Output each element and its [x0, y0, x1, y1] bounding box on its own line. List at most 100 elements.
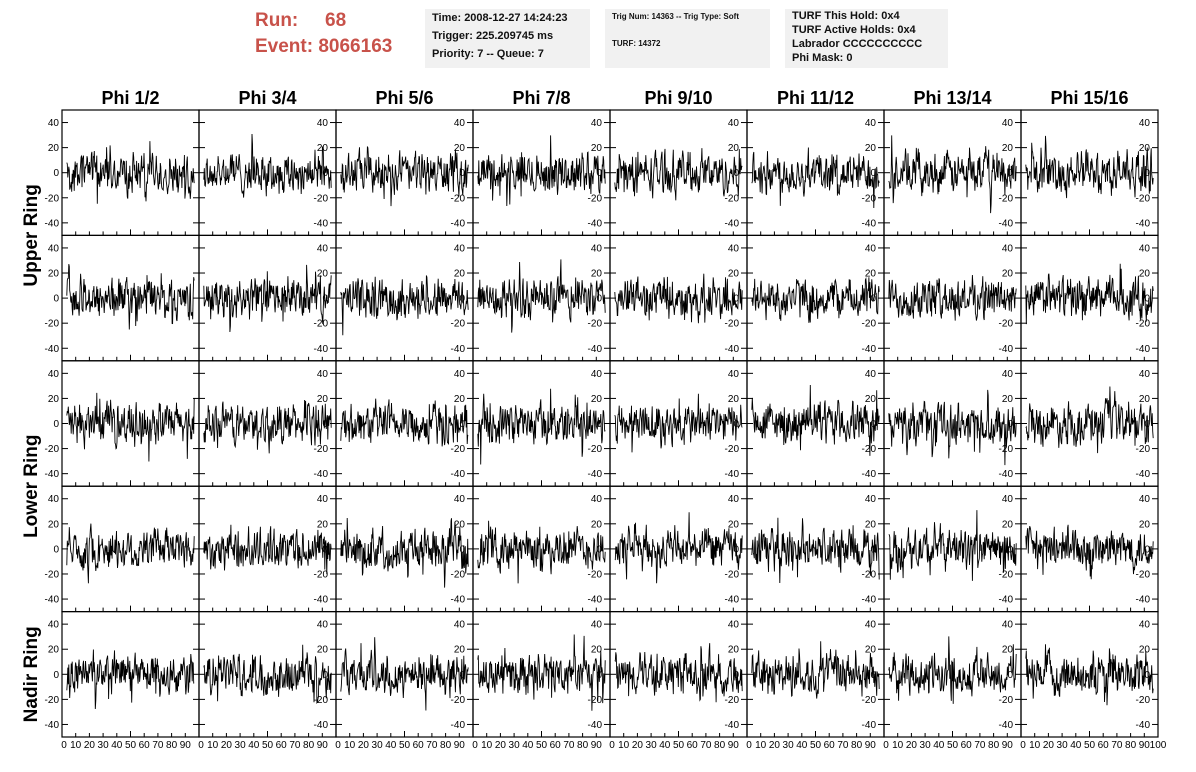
y-tick-label: 40 [865, 369, 877, 380]
x-tick-label: 30 [920, 740, 932, 751]
y-tick-label: 20 [591, 394, 603, 405]
y-tick-label: -20 [1136, 193, 1151, 204]
y-tick-label: 0 [596, 168, 602, 179]
waveform-trace [1025, 644, 1154, 706]
waveform-trace [614, 273, 743, 324]
x-tick-label: 40 [111, 740, 123, 751]
time-info-box: Time: 2008-12-27 14:24:23 Trigger: 225.2… [425, 9, 590, 68]
trig-num-text: Trig Num: 14363 -- Trig Type: Soft [612, 12, 739, 21]
y-tick-label: -20 [725, 319, 740, 330]
y-tick-label: 0 [1144, 294, 1150, 305]
y-tick-label: 40 [317, 369, 329, 380]
y-tick-label: 0 [870, 168, 876, 179]
y-tick-label: 40 [1139, 243, 1151, 254]
y-tick-label: -20 [451, 319, 466, 330]
y-tick-label: 0 [1007, 168, 1013, 179]
y-tick-label: 0 [322, 294, 328, 305]
y-tick-label: -20 [45, 444, 60, 455]
y-tick-label: 20 [1139, 645, 1151, 656]
x-tick-label: 60 [1098, 740, 1110, 751]
x-tick-label: 50 [810, 740, 822, 751]
waveform-trace [66, 141, 195, 204]
y-tick-label: -20 [725, 444, 740, 455]
y-tick-label: -40 [1136, 469, 1151, 480]
x-tick-label: 30 [235, 740, 247, 751]
y-tick-label: -40 [862, 344, 877, 355]
waveform-trace [66, 523, 195, 584]
x-tick-label: 70 [289, 740, 301, 751]
y-tick-label: 0 [53, 544, 59, 555]
trigger-info-box: Trig Num: 14363 -- Trig Type: Soft TURF:… [605, 9, 770, 68]
x-tick-label: 70 [974, 740, 986, 751]
y-tick-label: 40 [591, 369, 603, 380]
x-tick-label: 50 [536, 740, 548, 751]
column-title: Phi 7/8 [512, 88, 570, 108]
y-tick-label: -40 [45, 469, 60, 480]
phi-mask-text: Phi Mask: 0 [792, 52, 853, 64]
x-tick-label: 50 [262, 740, 274, 751]
x-tick-label: 40 [796, 740, 808, 751]
y-tick-label: 20 [728, 645, 740, 656]
waveform-trace [477, 634, 606, 711]
y-tick-label: 40 [1002, 118, 1014, 129]
y-tick-label: -20 [451, 569, 466, 580]
y-tick-label: -40 [45, 595, 60, 606]
y-tick-label: 0 [733, 294, 739, 305]
y-tick-label: -20 [314, 319, 329, 330]
x-tick-label: 90 [454, 740, 466, 751]
x-tick-label: 80 [851, 740, 863, 751]
y-tick-label: 20 [454, 269, 466, 280]
y-tick-label: -40 [451, 469, 466, 480]
waveform-trace [751, 384, 880, 456]
y-tick-label: -40 [588, 720, 603, 731]
y-tick-label: 40 [728, 118, 740, 129]
y-tick-label: -40 [725, 344, 740, 355]
x-tick-label: 80 [577, 740, 589, 751]
y-tick-label: -40 [862, 218, 877, 229]
y-tick-label: -40 [1136, 595, 1151, 606]
x-tick-label: 60 [687, 740, 699, 751]
y-tick-label: 40 [1139, 369, 1151, 380]
y-tick-label: -40 [451, 218, 466, 229]
y-tick-label: -20 [862, 319, 877, 330]
y-tick-label: 40 [728, 494, 740, 505]
x-tick-label: 90 [591, 740, 603, 751]
y-tick-label: 20 [1002, 519, 1014, 530]
x-tick-label: 30 [646, 740, 658, 751]
run-line: Run: 68 [255, 8, 420, 34]
y-tick-label: 40 [865, 118, 877, 129]
x-tick-label: 70 [563, 740, 575, 751]
x-tick-label: 30 [509, 740, 521, 751]
y-tick-label: -40 [45, 720, 60, 731]
y-tick-label: 20 [591, 143, 603, 154]
y-tick-label: 20 [728, 269, 740, 280]
y-tick-label: -40 [999, 344, 1014, 355]
y-tick-label: 40 [865, 494, 877, 505]
waveform-trace [203, 399, 332, 454]
y-tick-label: -20 [588, 695, 603, 706]
y-tick-label: 20 [865, 394, 877, 405]
y-tick-label: 0 [53, 670, 59, 681]
waveform-trace [1025, 135, 1154, 199]
x-tick-label: 20 [769, 740, 781, 751]
y-tick-label: 40 [317, 494, 329, 505]
x-tick-label: 60 [961, 740, 973, 751]
waveform-trace [888, 636, 1017, 704]
turf-this-hold-text: TURF This Hold: 0x4 [792, 10, 900, 22]
x-tick-label: 10 [481, 740, 493, 751]
y-tick-label: 20 [317, 394, 329, 405]
y-tick-label: -20 [45, 193, 60, 204]
x-tick-label: 90 [1139, 740, 1151, 751]
x-tick-label: 90 [180, 740, 192, 751]
waveform-trace [477, 135, 606, 207]
waveform-trace [888, 510, 1017, 581]
y-tick-label: -40 [725, 218, 740, 229]
turf-num-text: TURF: 14372 [612, 39, 661, 48]
y-tick-label: 40 [1139, 494, 1151, 505]
y-tick-label: -40 [314, 469, 329, 480]
x-tick-label: 10 [892, 740, 904, 751]
y-tick-label: -40 [588, 469, 603, 480]
y-tick-label: 40 [48, 369, 60, 380]
ring-title: Nadir Ring [21, 626, 42, 722]
y-tick-label: -20 [45, 695, 60, 706]
